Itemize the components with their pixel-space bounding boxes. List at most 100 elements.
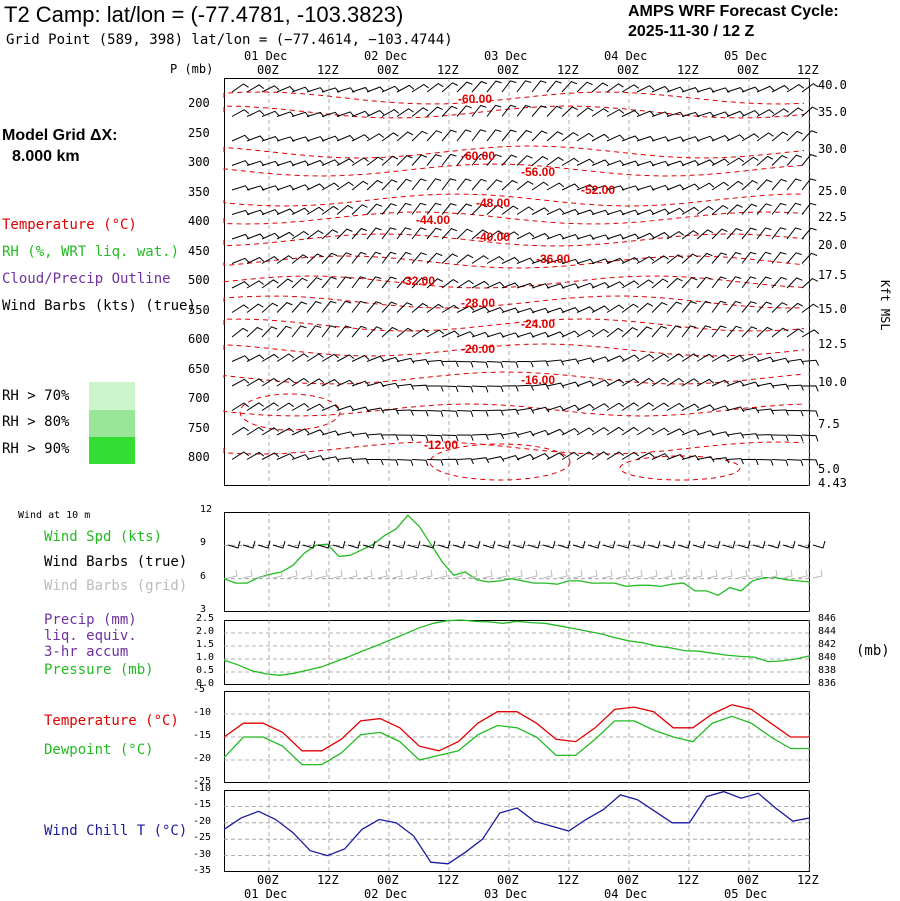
wind-barb-grid — [527, 569, 538, 579]
wind-barb — [696, 205, 714, 215]
wind-barb — [336, 354, 355, 362]
wind-barb — [741, 433, 760, 440]
wind-barb-true — [287, 540, 301, 549]
wind-barb — [666, 230, 684, 240]
wind-barb — [471, 178, 487, 191]
wind-barb-grid — [242, 569, 253, 579]
wind-barb — [336, 228, 353, 240]
wind-barb — [531, 258, 550, 264]
wind-barb — [456, 385, 474, 393]
wind-barb — [801, 178, 817, 191]
pressure-panel — [224, 620, 810, 685]
wind-barb-true — [302, 540, 316, 549]
wind-barb — [276, 184, 295, 191]
wind-barb — [441, 253, 458, 264]
wind-barb — [381, 382, 400, 389]
wind-barb — [456, 458, 474, 465]
wind-barb — [696, 430, 715, 436]
wind-barb — [756, 326, 773, 338]
wind-at-10m-label: Wind at 10 m — [18, 510, 91, 521]
wind-barb — [291, 325, 307, 338]
wind-barb — [651, 353, 669, 362]
wind-barb — [741, 326, 758, 338]
wind-barb — [426, 359, 445, 367]
p-axis-label: P (mb) — [170, 62, 214, 76]
wind-barb-grid — [302, 569, 313, 579]
wind-barb — [561, 358, 580, 365]
wind-barb-true — [377, 540, 391, 549]
wind-barb — [546, 283, 565, 289]
wind-barb — [696, 456, 715, 462]
wind-barb — [606, 426, 624, 436]
wind-barb-grid — [647, 569, 658, 579]
wind-barb — [306, 277, 323, 289]
wind-barb — [771, 409, 789, 416]
top-time-tick: 00Z — [257, 63, 279, 77]
wind-barb — [486, 80, 502, 93]
wind-barb — [621, 209, 640, 216]
wind-barb — [651, 111, 670, 117]
wind-barb — [771, 383, 790, 390]
wind-barb — [516, 206, 534, 215]
temperature-contour — [223, 91, 805, 105]
bottom-time-tick: 00Z — [617, 873, 639, 887]
wind-barb — [636, 160, 655, 167]
wind-barb — [801, 359, 820, 366]
wind-barb — [471, 104, 487, 117]
wind-barb — [426, 178, 442, 191]
wind-barb — [606, 257, 625, 264]
wind-barb — [756, 301, 773, 313]
temperature-line — [223, 704, 810, 752]
wind-barb — [651, 453, 670, 460]
wind-barb — [516, 282, 535, 289]
wind-barb — [696, 182, 715, 191]
wind-barb — [516, 155, 533, 166]
dewpoint-label: Dewpoint (°C) — [44, 742, 154, 758]
height-tick: 35.0 — [818, 105, 847, 119]
wind-barb — [771, 434, 789, 442]
wind-barb — [381, 434, 399, 441]
wind-barb — [771, 276, 787, 289]
wind-barb — [396, 276, 413, 289]
wind-barb — [261, 209, 280, 215]
wind-barb — [276, 427, 295, 436]
wind-barb — [231, 134, 250, 142]
wind-barb — [666, 184, 685, 191]
wind-barb — [591, 133, 610, 142]
wind-barb — [801, 303, 819, 313]
wind-barb — [501, 332, 520, 338]
wind-barb — [651, 231, 670, 240]
wind-barb — [291, 160, 310, 166]
wind-barb — [741, 110, 760, 117]
wind-barb — [426, 154, 442, 166]
wind-barb — [681, 277, 698, 289]
wind-barb — [651, 278, 669, 289]
wind-barb — [471, 306, 490, 313]
wind-barb — [411, 384, 429, 391]
wind-barb — [486, 204, 504, 215]
wind-barb-true — [542, 540, 556, 549]
model-grid-label: Model Grid ΔX: — [2, 127, 118, 144]
temperature-tick: -20 — [193, 753, 212, 764]
wind-barb — [471, 255, 489, 264]
wind-barb — [276, 302, 293, 313]
wind-barb-grid — [752, 569, 763, 579]
wind-barb — [486, 307, 505, 313]
wind-barb-grid — [452, 569, 463, 579]
wind-barb — [786, 202, 802, 215]
wind-barb — [696, 87, 715, 93]
wind-barb — [351, 227, 368, 240]
wind-barb-true — [437, 540, 451, 549]
wind-barb — [441, 129, 457, 142]
wind-barb — [636, 185, 655, 191]
wind-barb — [426, 202, 442, 215]
wind-barb — [351, 325, 367, 338]
wind-barb — [546, 258, 565, 265]
wind-barb — [756, 155, 774, 166]
wind-barb — [621, 280, 640, 289]
wind-barb — [786, 154, 803, 166]
wind-barb — [561, 81, 578, 93]
height-tick: 25.0 — [818, 184, 847, 198]
top-time-tick: 00Z — [737, 63, 759, 77]
wind-barb — [351, 276, 367, 289]
